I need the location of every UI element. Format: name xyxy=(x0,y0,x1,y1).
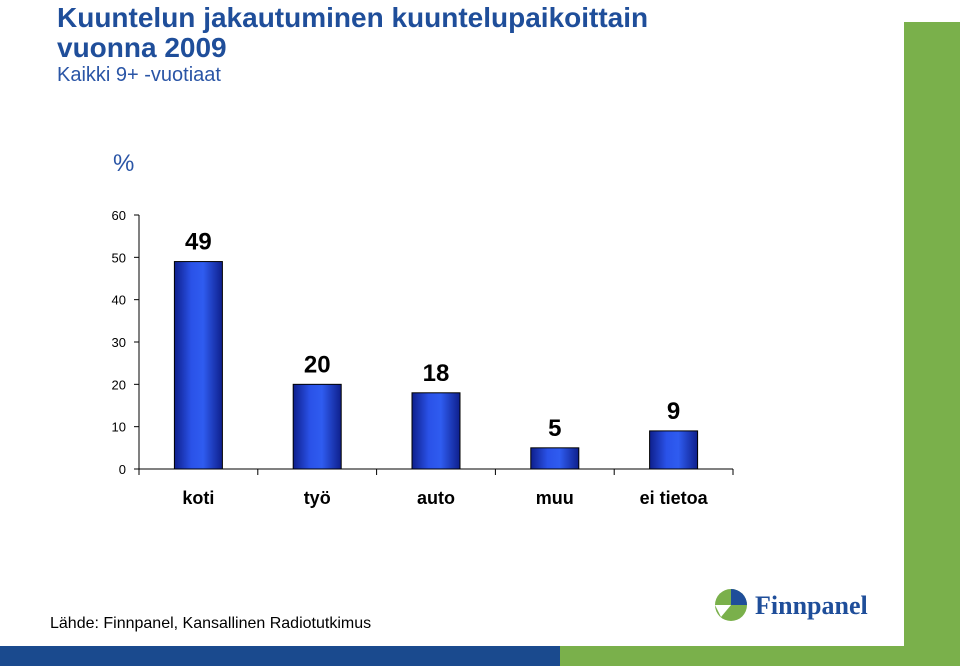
page-title: Kuuntelun jakautuminen kuuntelupaikoitta… xyxy=(57,3,648,63)
data-label: 18 xyxy=(423,360,450,387)
x-tick-label: auto xyxy=(417,488,455,508)
y-tick-label: 40 xyxy=(112,293,126,308)
bar-muu xyxy=(530,447,580,470)
source-note: Lähde: Finnpanel, Kansallinen Radiotutki… xyxy=(50,615,372,632)
y-tick-label: 30 xyxy=(112,335,126,350)
finnpanel-logo: Finnpanel xyxy=(713,587,873,627)
y-axis-unit-label: % xyxy=(113,150,135,177)
y-tick-label: 50 xyxy=(112,250,126,265)
bar-auto xyxy=(411,392,461,470)
y-tick-label: 0 xyxy=(119,462,126,477)
decorative-side-bar xyxy=(904,22,960,646)
y-tick-label: 60 xyxy=(112,208,126,223)
page-subtitle: Kaikki 9+ -vuotiaat xyxy=(57,64,221,86)
data-label: 9 xyxy=(667,398,680,425)
y-tick-label: 10 xyxy=(112,420,126,435)
y-tick-label: 20 xyxy=(112,377,126,392)
x-tick-label: ei tietoa xyxy=(640,488,709,508)
bar-koti xyxy=(173,261,223,470)
finnpanel-logo-text: Finnpanel xyxy=(755,591,868,620)
decorative-bottom-bar-green xyxy=(560,646,960,666)
data-label: 49 xyxy=(185,229,212,256)
data-label: 20 xyxy=(304,351,331,378)
bar-työ xyxy=(292,383,342,470)
x-tick-label: muu xyxy=(536,488,574,508)
x-tick-label: koti xyxy=(182,488,214,508)
bar-ei-tietoa xyxy=(649,430,699,470)
x-tick-label: työ xyxy=(304,488,331,508)
title-line-2: vuonna 2009 xyxy=(57,32,227,63)
data-label: 5 xyxy=(548,415,561,442)
title-line-1: Kuuntelun jakautuminen kuuntelupaikoitta… xyxy=(57,2,649,33)
finnpanel-logo-icon xyxy=(715,589,747,621)
decorative-bottom-bar-blue xyxy=(0,646,560,666)
